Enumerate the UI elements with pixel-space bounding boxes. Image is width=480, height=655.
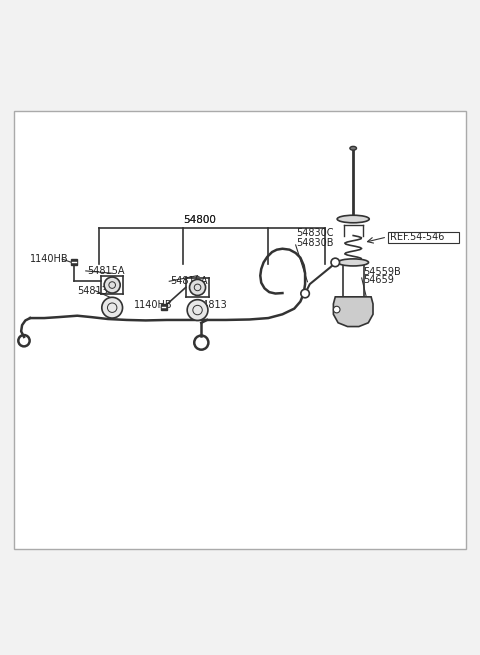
Ellipse shape	[338, 259, 369, 266]
Text: 54830B: 54830B	[297, 238, 334, 248]
Ellipse shape	[350, 146, 357, 150]
Circle shape	[104, 277, 120, 293]
FancyBboxPatch shape	[13, 111, 467, 549]
Text: 54815A: 54815A	[170, 276, 208, 286]
Polygon shape	[334, 297, 373, 327]
Text: 54800: 54800	[183, 215, 216, 225]
Circle shape	[334, 307, 340, 313]
Text: 1140HB: 1140HB	[134, 300, 172, 310]
Text: REF.54-546: REF.54-546	[390, 232, 444, 242]
Circle shape	[331, 258, 339, 267]
Text: 54659: 54659	[363, 275, 395, 286]
Text: 54813: 54813	[77, 286, 108, 295]
Circle shape	[190, 280, 205, 295]
Text: 54830C: 54830C	[297, 228, 334, 238]
Circle shape	[102, 297, 122, 318]
Circle shape	[187, 300, 208, 320]
Ellipse shape	[337, 215, 369, 223]
Text: 1140HB: 1140HB	[30, 254, 69, 264]
Circle shape	[301, 290, 309, 298]
Text: 54800: 54800	[183, 215, 216, 225]
Text: 54813: 54813	[197, 300, 228, 310]
Text: 54815A: 54815A	[87, 266, 124, 276]
Text: 54559B: 54559B	[363, 267, 401, 277]
